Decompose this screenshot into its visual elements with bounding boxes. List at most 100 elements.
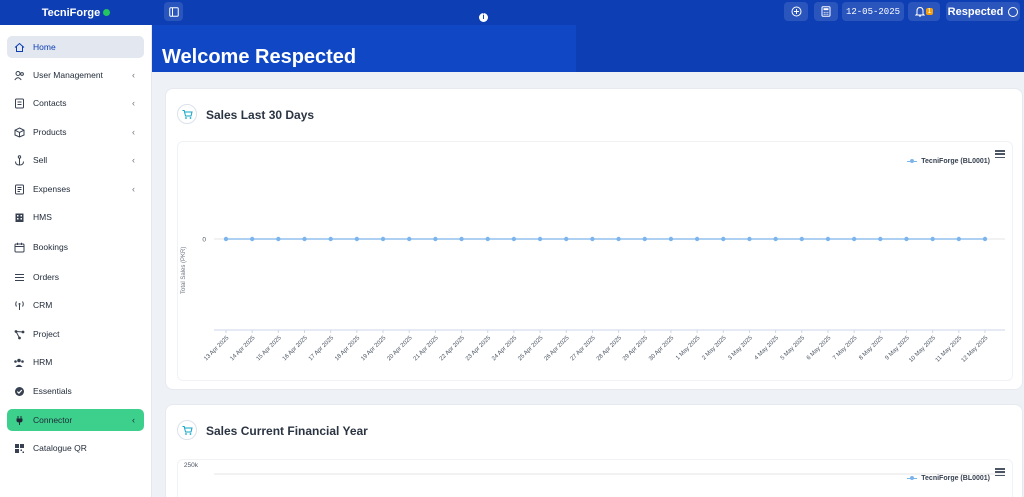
sidebar-item-hms[interactable]: HMS <box>7 206 144 228</box>
x-tick-label: 30 Apr 2025 <box>648 335 676 363</box>
sidebar-item-catalogue-qr[interactable]: Catalogue QR <box>7 437 144 459</box>
data-point <box>956 236 962 242</box>
contacts-icon <box>13 97 25 109</box>
brand-logo[interactable]: TecniForge <box>0 0 152 25</box>
brand-name: TecniForge <box>41 6 101 19</box>
top-bar: TecniForge i 12-05-2025 1 Respected <box>0 0 1024 25</box>
data-point <box>694 236 700 242</box>
sidebar-item-label: Connector <box>33 415 73 425</box>
data-point <box>511 236 517 242</box>
y-tick-label: 0 <box>202 237 206 244</box>
sales-fy-chart: TecniForge (BL0001) 250k <box>177 459 1013 497</box>
sidebar-item-connector[interactable]: Connector ‹ <box>7 409 144 431</box>
sidebar-item-label: Expenses <box>33 184 71 194</box>
notifications-button[interactable]: 1 <box>908 2 940 21</box>
chevron-left-icon: ‹ <box>132 70 135 80</box>
data-point <box>433 236 438 242</box>
user-name: Respected <box>947 5 1004 18</box>
sidebar-item-label: User Management <box>33 70 103 80</box>
x-tick-label: 18 Apr 2025 <box>334 335 362 363</box>
sidebar-item-user-management[interactable]: User Management ‹ <box>7 64 144 86</box>
plus-circle-icon <box>791 6 801 17</box>
x-tick-label: 2 May 2025 <box>701 335 728 362</box>
data-point <box>721 236 726 242</box>
data-point <box>537 236 543 242</box>
x-tick-label: 9 May 2025 <box>884 335 911 362</box>
sidebar-item-home[interactable]: Home <box>7 36 144 58</box>
users-icon <box>13 69 25 81</box>
data-point <box>302 236 307 242</box>
list-icon <box>13 271 25 283</box>
x-tick-label: 21 Apr 2025 <box>413 335 441 363</box>
chart-legend[interactable]: TecniForge (BL0001) <box>907 475 990 482</box>
cart-icon <box>177 420 197 440</box>
legend-label: TecniForge (BL0001) <box>921 475 990 482</box>
data-point <box>825 236 831 242</box>
x-tick-label: 20 Apr 2025 <box>386 335 414 363</box>
sidebar-toggle-button[interactable] <box>164 2 183 21</box>
sidebar-item-hrm[interactable]: HRM <box>7 351 144 373</box>
data-point <box>668 236 674 242</box>
sidebar-item-label: Orders <box>33 272 59 282</box>
page-title: Welcome Respected <box>162 46 357 68</box>
x-tick-label: 14 Apr 2025 <box>229 335 257 363</box>
chart-menu-icon[interactable] <box>995 150 1005 158</box>
card-title: Sales Current Financial Year <box>206 424 368 438</box>
sales-30-chart-svg: 0 13 Apr 2025 14 Apr 2025 15 Apr 2025 16 Apr… <box>202 236 1005 364</box>
chevron-left-icon: ‹ <box>132 155 135 165</box>
user-menu-button[interactable]: Respected <box>946 2 1020 21</box>
sidebar-item-project[interactable]: Project <box>7 323 144 345</box>
sidebar-item-crm[interactable]: CRM <box>7 294 144 316</box>
data-point <box>590 236 595 242</box>
sidebar-item-sell[interactable]: Sell ‹ <box>7 149 144 171</box>
data-point <box>904 236 909 242</box>
chevron-left-icon: ‹ <box>132 98 135 108</box>
plug-icon <box>13 414 25 426</box>
x-tick-label: 5 May 2025 <box>780 335 807 362</box>
chart-legend[interactable]: TecniForge (BL0001) <box>907 158 990 165</box>
add-button[interactable] <box>784 2 808 21</box>
legend-marker <box>907 476 918 480</box>
info-icon[interactable]: i <box>479 13 488 22</box>
sidebar-item-label: Sell <box>33 155 48 165</box>
sidebar-item-label: Project <box>33 329 60 339</box>
sidebar-item-label: HRM <box>33 357 53 367</box>
sidebar-item-products[interactable]: Products ‹ <box>7 121 144 143</box>
sidebar-item-contacts[interactable]: Contacts ‹ <box>7 92 144 114</box>
chart-menu-icon[interactable] <box>995 468 1005 476</box>
data-point <box>354 236 360 242</box>
sidebar-item-label: Contacts <box>33 98 67 108</box>
x-tick-label: 1 May 2025 <box>675 335 702 362</box>
receipt-icon <box>13 183 25 195</box>
sidebar-item-essentials[interactable]: Essentials <box>7 380 144 402</box>
people-icon <box>13 356 25 368</box>
x-tick-label: 3 May 2025 <box>727 335 754 362</box>
bell-icon <box>914 6 925 17</box>
x-tick-label: 15 Apr 2025 <box>256 335 284 363</box>
notification-badge: 1 <box>925 8 934 15</box>
sidebar: Home User Management ‹ Contacts ‹ Produc… <box>0 25 152 497</box>
card-title: Sales Last 30 Days <box>206 108 315 122</box>
sidebar-item-expenses[interactable]: Expenses ‹ <box>7 178 144 200</box>
x-tick-label: 7 May 2025 <box>832 335 859 362</box>
x-tick-label: 25 Apr 2025 <box>517 335 545 363</box>
calculator-button[interactable] <box>814 2 838 21</box>
date-display[interactable]: 12-05-2025 <box>842 2 904 21</box>
qr-icon <box>13 442 25 454</box>
sidebar-item-label: Catalogue QR <box>33 443 87 453</box>
legend-marker <box>907 159 918 163</box>
broadcast-icon <box>13 299 25 311</box>
sidebar-item-orders[interactable]: Orders <box>7 266 144 288</box>
data-point <box>851 236 857 242</box>
sidebar-item-label: Products <box>33 127 67 137</box>
x-tick-label: 28 Apr 2025 <box>596 335 624 363</box>
data-point <box>223 236 229 242</box>
x-tick-label: 23 Apr 2025 <box>465 335 493 363</box>
sidebar-item-bookings[interactable]: Bookings <box>7 236 144 258</box>
sales-financial-year-card: Sales Current Financial Year TecniForge … <box>165 404 1023 497</box>
sales-fy-chart-svg: 250k <box>184 462 1005 475</box>
data-point <box>459 236 464 242</box>
x-tick-label: 4 May 2025 <box>754 335 781 362</box>
x-tick-label: 13 Apr 2025 <box>203 335 231 363</box>
chevron-left-icon: ‹ <box>132 184 135 194</box>
